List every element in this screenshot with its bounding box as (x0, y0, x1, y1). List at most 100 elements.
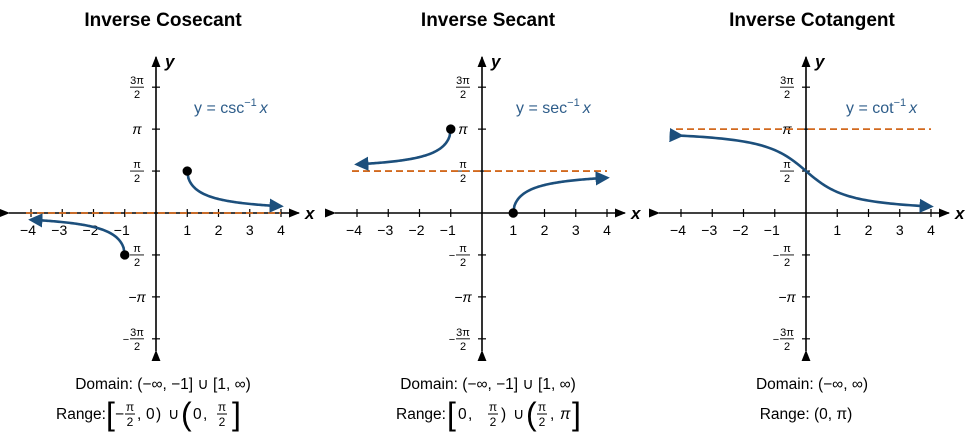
range-b1: 0 (193, 406, 202, 423)
equation-sup: −1 (244, 97, 257, 109)
range-close1: ) (501, 406, 506, 423)
x-tick-label: 3 (896, 222, 904, 238)
domain-text: Domain: (−∞, −1] ∪ [1, ∞) (400, 376, 576, 393)
range-text: Range: (0, π) (760, 406, 853, 423)
equation-var: x (908, 100, 918, 117)
equation-sup: −1 (567, 97, 580, 109)
y-tick-neg-sign: − (449, 334, 455, 346)
function-curve (511, 171, 610, 214)
y-tick-denominator: 2 (460, 173, 466, 185)
x-tick-label: −3 (377, 222, 393, 238)
equation-sup: −1 (894, 97, 907, 109)
x-tick-label: −4 (20, 222, 36, 238)
y-tick-numerator: π (459, 243, 467, 255)
x-tick-label: −1 (440, 222, 456, 238)
panel-inverse-cotangent: Inverse Cotangent xy−4 −3 −2 −1 1 2 3 43π2ππ2−π… (648, 10, 966, 423)
endpoint-dot (446, 124, 456, 134)
range-close1: ) (156, 406, 161, 423)
function-curve (669, 127, 934, 214)
y-tick-numerator: 3π (456, 75, 470, 87)
x-tick-label: −2 (409, 222, 425, 238)
function-curve (28, 213, 127, 256)
y-axis-label: y (490, 52, 502, 71)
y-tick-denominator: 2 (784, 341, 790, 353)
range-left-bracket: [ (106, 396, 115, 432)
equation-var: x (582, 100, 592, 117)
x-tick-label: −4 (346, 222, 362, 238)
y-tick-numerator: π (133, 243, 141, 255)
y-tick-denominator: 2 (460, 341, 466, 353)
y-tick-numerator: 3π (130, 327, 144, 339)
range-b-denominator: 2 (219, 415, 226, 429)
range-right-bracket: ] (572, 396, 581, 432)
range-a-numerator: π (126, 400, 134, 414)
y-tick-denominator: 2 (460, 257, 466, 269)
y-tick-denominator: 2 (134, 341, 140, 353)
x-tick-label: 4 (927, 222, 935, 238)
range-text: Range: [ − π 2 , 0 ) ∪ ( 0 , π 2 ] (56, 396, 241, 432)
range-b-denominator: 2 (539, 415, 546, 429)
x-tick-label: 3 (572, 222, 580, 238)
y-tick-numerator: 3π (130, 75, 144, 87)
equation-lhs: y = csc (194, 100, 244, 117)
range-comma1: , (468, 406, 472, 423)
range-union: ∪ (513, 406, 524, 423)
equation-lhs: y = sec (516, 100, 567, 117)
range-left-bracket: [ (447, 396, 456, 432)
x-tick-label: 3 (246, 222, 254, 238)
x-tick-label: −3 (701, 222, 717, 238)
y-tick-numerator: π (783, 159, 791, 171)
range-a-numerator: π (489, 400, 497, 414)
x-axis-label: x (304, 204, 316, 223)
function-curve (354, 128, 453, 171)
range-comma2: , (203, 406, 207, 423)
range-comma1: , (137, 406, 141, 423)
panel-title: Inverse Cotangent (729, 10, 895, 31)
equation-label: y = cot−1 x (846, 97, 918, 117)
x-tick-label: −2 (733, 222, 749, 238)
x-tick-label: −4 (670, 222, 686, 238)
range-open2: ( (526, 396, 537, 432)
x-tick-label: −1 (764, 222, 780, 238)
y-tick-label: −π (128, 289, 146, 305)
range-b-numerator: π (218, 400, 226, 414)
x-axis-label: x (954, 204, 966, 223)
x-tick-label: 1 (509, 222, 517, 238)
y-tick-neg-sign: − (773, 334, 779, 346)
range-right-bracket: ] (232, 396, 241, 432)
y-tick-numerator: 3π (780, 75, 794, 87)
x-tick-label: 1 (833, 222, 841, 238)
x-tick-label: −3 (51, 222, 67, 238)
panel-title: Inverse Cosecant (84, 10, 242, 31)
x-tick-label: 4 (277, 222, 285, 238)
range-comma2: , (550, 406, 554, 423)
range-prefix: Range: (396, 406, 446, 423)
endpoint-dot (182, 166, 192, 176)
x-tick-label: 2 (865, 222, 873, 238)
y-tick-neg-sign: − (123, 334, 129, 346)
range-text: Range: [ 0 , π 2 ) ∪ ( π 2 , π ] (396, 396, 581, 432)
range-a1: 0 (458, 406, 467, 423)
y-tick-numerator: π (459, 159, 467, 171)
range-open2: ( (181, 396, 192, 432)
y-tick-denominator: 2 (134, 89, 140, 101)
y-tick-denominator: 2 (784, 257, 790, 269)
panel-inverse-cosecant: Inverse Cosecant xy−4−3−2−112343π2ππ2−π2… (0, 10, 316, 432)
y-tick-denominator: 2 (784, 173, 790, 185)
range-a-denominator: 2 (490, 415, 497, 429)
domain-text: Domain: (−∞, ∞) (756, 376, 868, 393)
x-axis-label: x (630, 204, 642, 223)
x-tick-label: 2 (215, 222, 223, 238)
range-union: ∪ (168, 406, 179, 423)
y-tick-numerator: 3π (780, 327, 794, 339)
panel-title: Inverse Secant (421, 10, 556, 31)
function-curve (185, 170, 284, 213)
y-tick-label: −π (778, 289, 796, 305)
domain-text: Domain: (−∞, −1] ∪ [1, ∞) (75, 376, 251, 393)
y-axis-label: y (164, 52, 176, 71)
panel-inverse-secant: Inverse Secant xy−4 −3 −2 −1 1 2 3 43π2ππ2−π2−π… (324, 10, 642, 432)
equation-lhs: y = cot (846, 100, 894, 117)
